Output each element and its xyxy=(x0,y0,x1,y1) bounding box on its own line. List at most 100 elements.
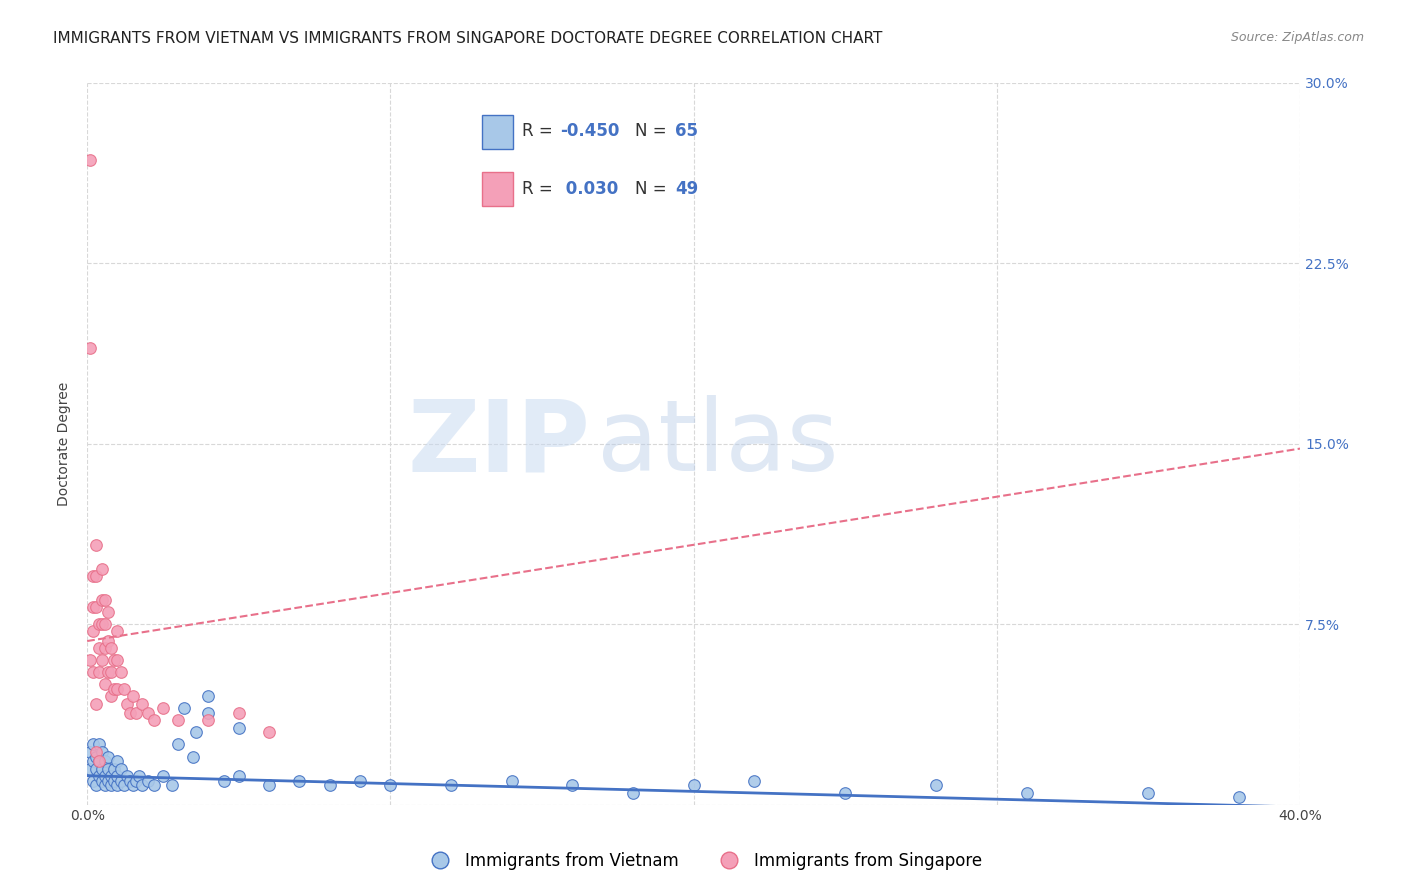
Point xyxy=(89,617,111,632)
Legend: Immigrants from Vietnam, Immigrants from Singapore: Immigrants from Vietnam, Immigrants from… xyxy=(418,846,988,877)
Point xyxy=(97,634,120,648)
Point xyxy=(110,773,132,788)
Point xyxy=(834,786,856,800)
Point xyxy=(1229,790,1251,805)
Point xyxy=(228,721,250,735)
Point xyxy=(94,754,117,768)
Point xyxy=(97,762,120,776)
Point xyxy=(561,778,583,792)
Point xyxy=(501,773,523,788)
Point xyxy=(84,697,107,711)
Point xyxy=(91,762,114,776)
Point xyxy=(142,714,165,728)
Point xyxy=(173,701,195,715)
Point xyxy=(742,773,765,788)
Point xyxy=(131,778,153,792)
Point xyxy=(79,653,101,667)
Point xyxy=(84,745,107,759)
Point xyxy=(100,690,122,704)
Point xyxy=(79,153,101,167)
Point xyxy=(79,762,101,776)
Point xyxy=(91,653,114,667)
Point xyxy=(197,690,219,704)
Point xyxy=(94,677,117,691)
Point xyxy=(89,754,111,768)
Point xyxy=(94,778,117,792)
Point xyxy=(167,738,190,752)
Point xyxy=(82,773,104,788)
Point xyxy=(228,706,250,721)
Point xyxy=(131,697,153,711)
Point xyxy=(112,778,135,792)
Point xyxy=(79,745,101,759)
Point xyxy=(186,725,208,739)
Point xyxy=(89,754,111,768)
Text: atlas: atlas xyxy=(596,395,838,492)
Point xyxy=(115,697,138,711)
Point xyxy=(89,769,111,783)
Point xyxy=(167,714,190,728)
Point xyxy=(288,773,311,788)
Point xyxy=(94,769,117,783)
Point xyxy=(103,653,125,667)
Point xyxy=(142,778,165,792)
Point xyxy=(197,714,219,728)
Point xyxy=(152,701,174,715)
Point xyxy=(89,738,111,752)
Point xyxy=(181,749,204,764)
Point xyxy=(84,762,107,776)
Point xyxy=(107,653,129,667)
Point xyxy=(107,682,129,697)
Point xyxy=(1137,786,1160,800)
Point xyxy=(97,749,120,764)
Point xyxy=(97,665,120,680)
Point xyxy=(100,665,122,680)
Point xyxy=(103,762,125,776)
Point xyxy=(91,617,114,632)
Point xyxy=(1017,786,1039,800)
Point xyxy=(94,641,117,656)
Point xyxy=(124,706,146,721)
Point xyxy=(84,600,107,615)
Point xyxy=(82,665,104,680)
Point xyxy=(925,778,948,792)
Point xyxy=(121,690,143,704)
Point xyxy=(110,665,132,680)
Point xyxy=(91,745,114,759)
Point xyxy=(228,769,250,783)
Point xyxy=(103,773,125,788)
Point xyxy=(136,706,159,721)
Point xyxy=(91,773,114,788)
Point xyxy=(107,778,129,792)
Point xyxy=(257,725,280,739)
Point xyxy=(84,538,107,552)
Point xyxy=(118,773,141,788)
Point xyxy=(257,778,280,792)
Point xyxy=(112,682,135,697)
Point xyxy=(84,749,107,764)
Y-axis label: Doctorate Degree: Doctorate Degree xyxy=(58,382,72,506)
Point xyxy=(82,754,104,768)
Point xyxy=(82,738,104,752)
Point xyxy=(97,605,120,619)
Point xyxy=(440,778,463,792)
Point xyxy=(84,569,107,583)
Point xyxy=(682,778,704,792)
Point xyxy=(118,706,141,721)
Point xyxy=(152,769,174,783)
Point xyxy=(84,778,107,792)
Point xyxy=(94,617,117,632)
Point xyxy=(121,778,143,792)
Point xyxy=(89,641,111,656)
Point xyxy=(160,778,183,792)
Text: ZIP: ZIP xyxy=(408,395,591,492)
Point xyxy=(124,773,146,788)
Point xyxy=(128,769,150,783)
Point xyxy=(100,778,122,792)
Text: Source: ZipAtlas.com: Source: ZipAtlas.com xyxy=(1230,31,1364,45)
Point xyxy=(621,786,644,800)
Point xyxy=(79,341,101,355)
Point xyxy=(319,778,342,792)
Point xyxy=(100,769,122,783)
Text: IMMIGRANTS FROM VIETNAM VS IMMIGRANTS FROM SINGAPORE DOCTORATE DEGREE CORRELATIO: IMMIGRANTS FROM VIETNAM VS IMMIGRANTS FR… xyxy=(53,31,883,46)
